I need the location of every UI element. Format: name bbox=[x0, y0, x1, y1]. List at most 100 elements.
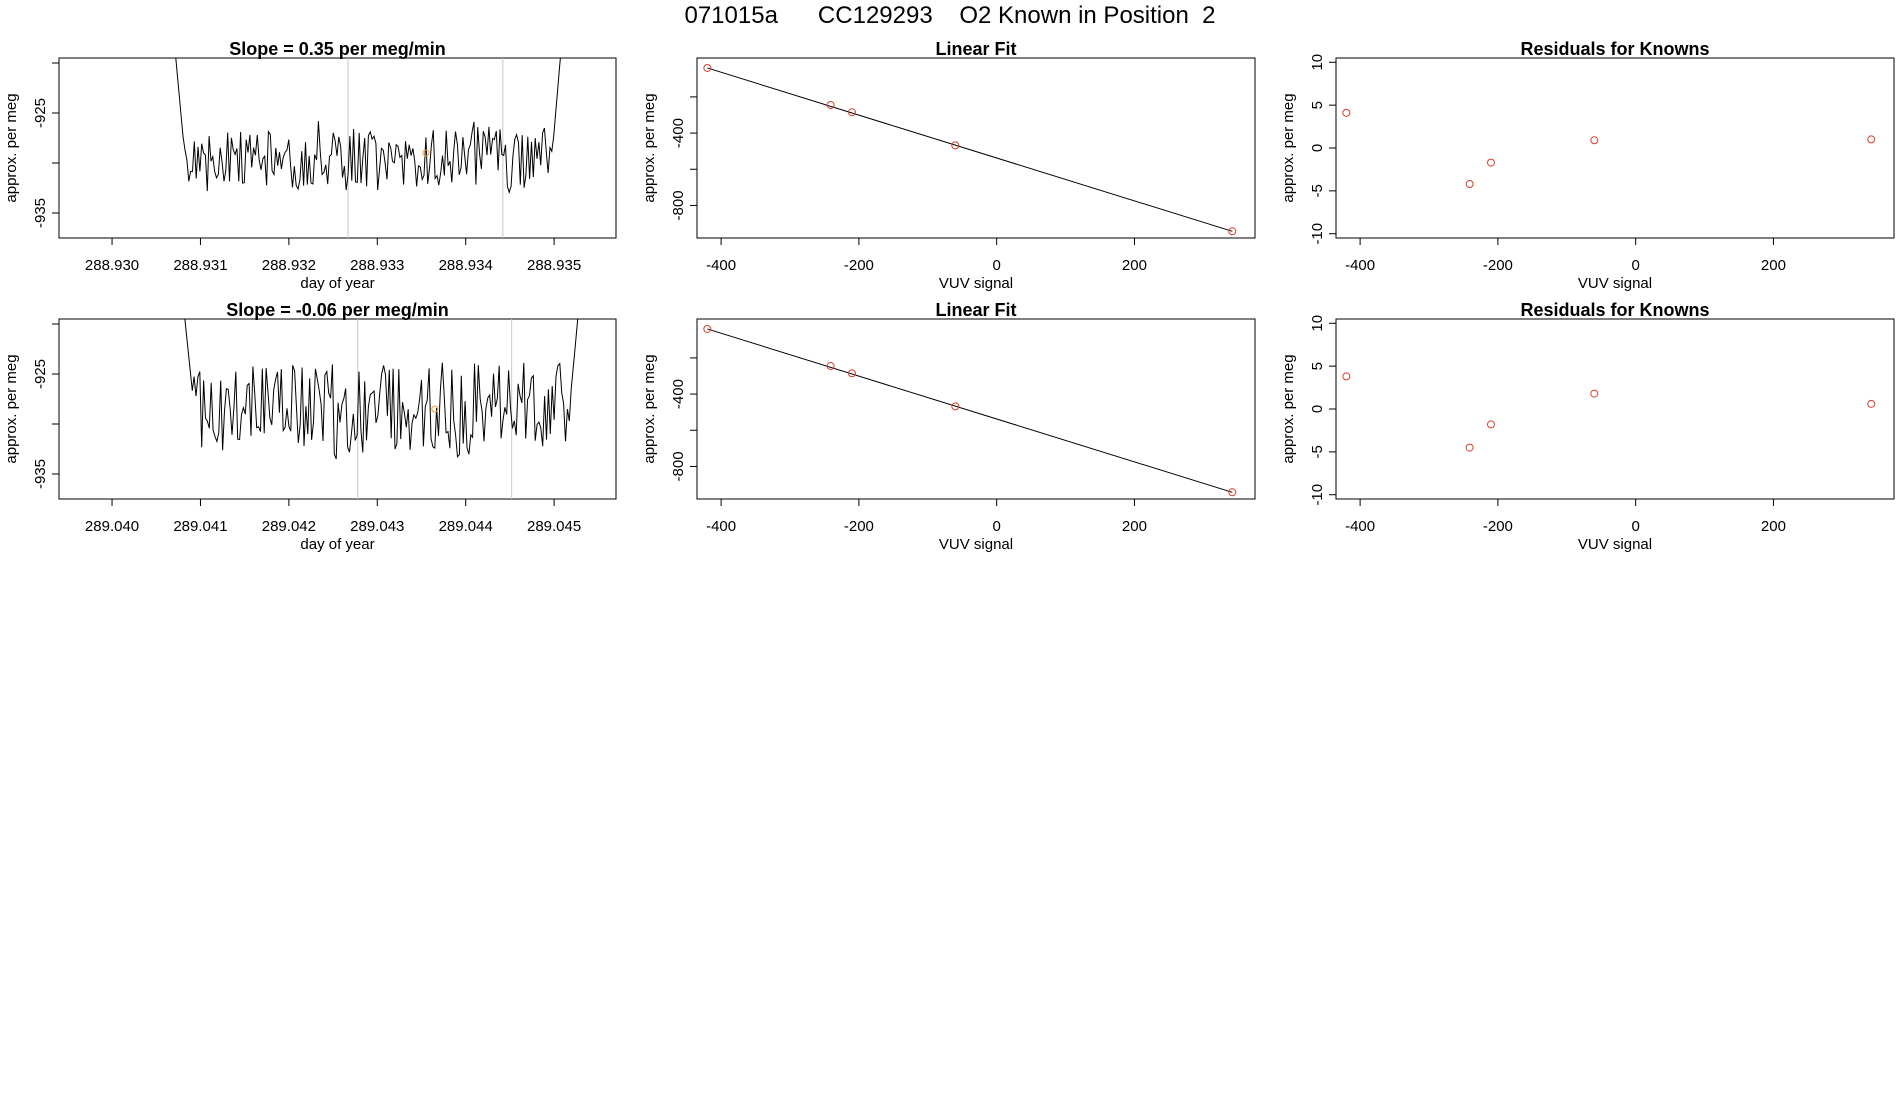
data-point bbox=[826, 362, 835, 371]
x-tick-label: -200 bbox=[844, 518, 874, 535]
y-tick-label: -5 bbox=[1309, 184, 1326, 197]
data-point bbox=[1465, 443, 1474, 452]
data-point bbox=[1590, 136, 1599, 145]
plot-frame bbox=[58, 57, 617, 239]
y-axis-label: approx. per meg bbox=[3, 354, 20, 463]
series-line bbox=[184, 319, 579, 460]
data-point bbox=[848, 108, 856, 117]
data-point bbox=[1342, 372, 1351, 381]
data-point bbox=[1228, 227, 1237, 236]
data-point bbox=[1487, 158, 1495, 167]
x-tick-label: 288.934 bbox=[439, 257, 493, 274]
y-tick-label: -800 bbox=[670, 190, 687, 220]
plot-area bbox=[703, 324, 1237, 497]
x-tick-label: 0 bbox=[1631, 518, 1639, 535]
x-tick-label: 200 bbox=[1122, 257, 1147, 274]
x-axis-label: VUV signal bbox=[1578, 275, 1652, 292]
y-tick-label: 10 bbox=[1309, 54, 1326, 71]
panel-6: Residuals for Knowns -400 -200 0 200 10 5 0 -5 -1… bbox=[1280, 300, 1895, 553]
y-tick-label: 5 bbox=[1309, 362, 1326, 370]
data-point bbox=[703, 63, 712, 72]
x-tick-label: -200 bbox=[1483, 257, 1513, 274]
y-tick-label: -400 bbox=[670, 379, 687, 409]
y-tick-label: 10 bbox=[1309, 315, 1326, 332]
data-point bbox=[1465, 180, 1474, 188]
x-axis-label: day of year bbox=[300, 536, 374, 553]
panel-2: Slope = -0.06 per meg/min 289.040 289.041 2… bbox=[3, 300, 617, 553]
y-tick-label: -935 bbox=[32, 459, 49, 489]
plot-title: Slope = 0.35 per meg/min bbox=[229, 39, 446, 59]
x-tick-label: 0 bbox=[992, 257, 1000, 274]
x-tick-label: -400 bbox=[1345, 518, 1375, 535]
x-tick-label: -200 bbox=[1483, 518, 1513, 535]
data-point bbox=[1867, 135, 1876, 144]
x-tick-label: 0 bbox=[1631, 257, 1639, 274]
x-tick-label: 289.043 bbox=[350, 518, 404, 535]
data-point bbox=[826, 101, 835, 110]
y-tick-label: -10 bbox=[1309, 484, 1326, 506]
x-tick-label: 0 bbox=[992, 518, 1000, 535]
x-tick-label: 289.040 bbox=[85, 518, 139, 535]
plot-frame bbox=[58, 318, 617, 500]
x-tick-label: 288.932 bbox=[262, 257, 316, 274]
y-tick-label: -935 bbox=[32, 198, 49, 228]
data-point bbox=[951, 141, 960, 150]
y-axis-label: approx. per meg bbox=[1280, 354, 1297, 463]
x-axis-label: day of year bbox=[300, 275, 374, 292]
data-point bbox=[1590, 389, 1599, 398]
y-tick-label: -800 bbox=[670, 451, 687, 481]
page-title: 071015a CC129293 O2 Known in Position 2 bbox=[684, 2, 1216, 29]
plot-area bbox=[184, 319, 579, 499]
x-tick-label: 200 bbox=[1761, 257, 1786, 274]
plot-title: Linear Fit bbox=[935, 39, 1016, 59]
x-tick-label: 289.042 bbox=[262, 518, 316, 535]
x-tick-label: 288.935 bbox=[527, 257, 581, 274]
y-tick-label: -10 bbox=[1309, 223, 1326, 245]
y-axis-label: approx. per meg bbox=[3, 93, 20, 202]
data-point bbox=[951, 402, 960, 411]
plot-title: Slope = -0.06 per meg/min bbox=[226, 300, 449, 320]
fit-line bbox=[707, 67, 1233, 232]
x-tick-label: 289.041 bbox=[173, 518, 227, 535]
x-tick-label: 200 bbox=[1122, 518, 1147, 535]
x-axis-label: VUV signal bbox=[939, 275, 1013, 292]
x-axis-label: VUV signal bbox=[1578, 536, 1652, 553]
plot-area bbox=[1342, 372, 1876, 452]
x-tick-label: -400 bbox=[706, 518, 736, 535]
x-tick-label: -400 bbox=[1345, 257, 1375, 274]
data-point bbox=[1867, 399, 1876, 408]
plot-area bbox=[1342, 108, 1876, 188]
plot-title: Residuals for Knowns bbox=[1520, 300, 1709, 320]
plot-frame bbox=[1335, 318, 1895, 500]
y-tick-label: 5 bbox=[1309, 101, 1326, 109]
y-tick-label: 0 bbox=[1309, 144, 1326, 152]
x-tick-label: -400 bbox=[706, 257, 736, 274]
fit-line bbox=[707, 328, 1233, 493]
panel-3: Linear Fit -400 -200 0 200 -400 -800 VUV signal… bbox=[641, 39, 1256, 292]
y-axis-label: approx. per meg bbox=[1280, 93, 1297, 202]
highlight-point bbox=[422, 149, 430, 157]
data-point bbox=[1228, 488, 1237, 497]
panel-5: Residuals for Knowns -400 -200 0 200 10 5 0 -5 -1… bbox=[1280, 39, 1895, 292]
y-tick-label: -925 bbox=[32, 359, 49, 389]
y-axis-label: approx. per meg bbox=[641, 354, 658, 463]
x-tick-label: 288.930 bbox=[85, 257, 139, 274]
plot-frame bbox=[696, 57, 1256, 239]
data-point bbox=[1487, 420, 1495, 429]
data-point bbox=[703, 324, 712, 333]
x-tick-label: 288.931 bbox=[173, 257, 227, 274]
series-line bbox=[175, 58, 561, 194]
plot-title: Linear Fit bbox=[935, 300, 1016, 320]
panel-1: Slope = 0.35 per meg/min 288.930 288.931 28… bbox=[3, 39, 617, 292]
x-tick-label: 200 bbox=[1761, 518, 1786, 535]
plot-area bbox=[703, 63, 1237, 236]
y-tick-label: -400 bbox=[670, 118, 687, 148]
x-tick-label: -200 bbox=[844, 257, 874, 274]
highlight-point bbox=[431, 405, 439, 413]
panel-4: Linear Fit -400 -200 0 200 -400 -800 VUV signal… bbox=[641, 300, 1256, 553]
plot-frame bbox=[1335, 57, 1895, 239]
plot-area bbox=[175, 58, 561, 238]
plot-title: Residuals for Knowns bbox=[1520, 39, 1709, 59]
x-tick-label: 289.045 bbox=[527, 518, 581, 535]
